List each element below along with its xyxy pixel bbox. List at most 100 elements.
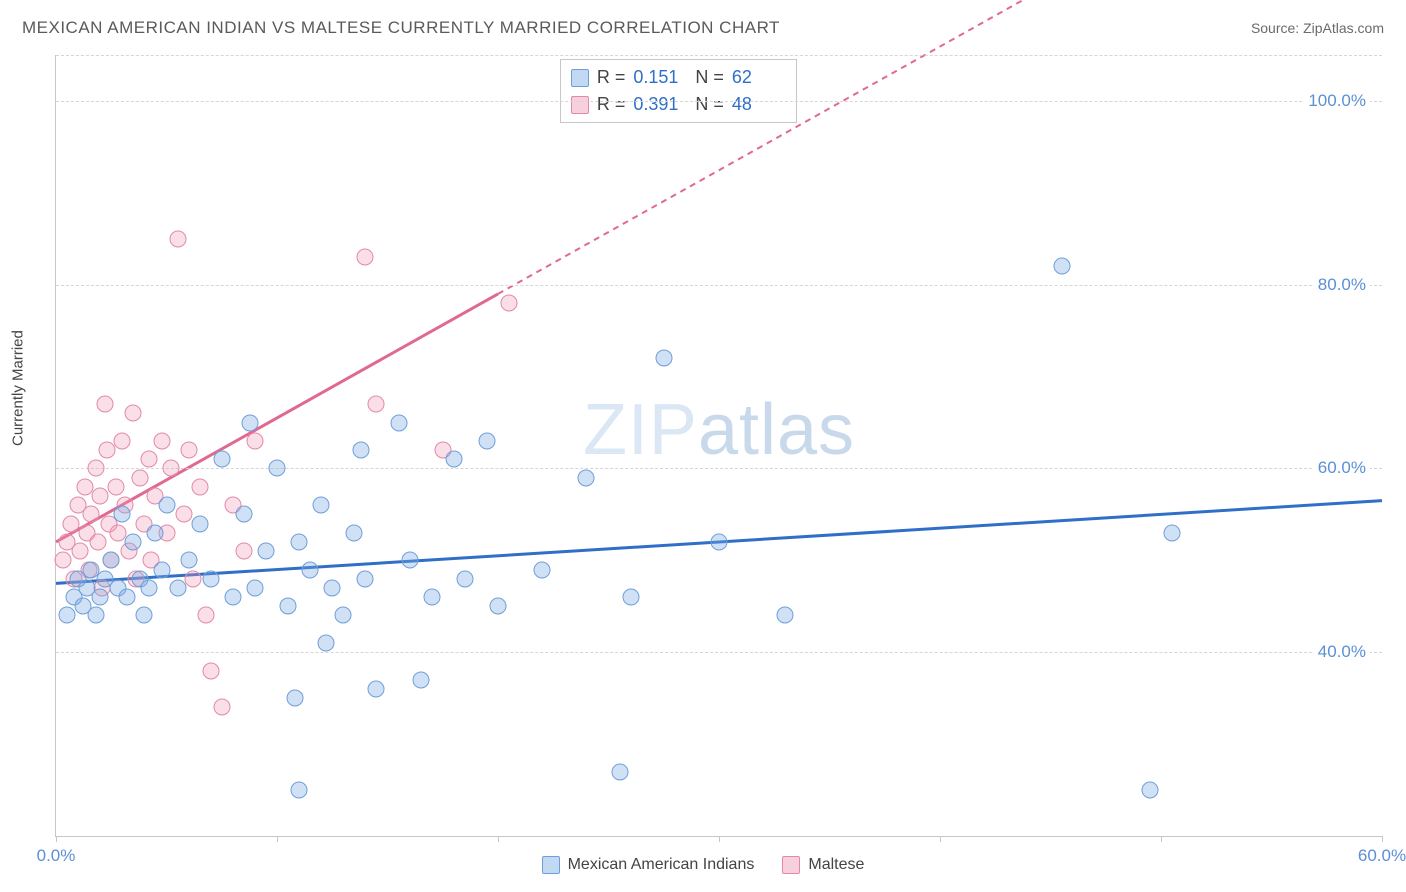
y-tick-label: 60.0% [1314,458,1370,478]
y-axis-title: Currently Married [10,330,27,446]
data-point-a [158,497,175,514]
data-point-a [302,561,319,578]
data-point-a [1053,258,1070,275]
data-point-b [235,543,252,560]
x-tick [940,836,941,842]
stat-n-label: N = [695,91,724,118]
data-point-a [412,671,429,688]
data-point-b [169,230,186,247]
stat-r-label: R = [597,91,626,118]
data-point-b [54,552,71,569]
data-point-a [622,589,639,606]
data-point-a [235,506,252,523]
data-point-b [63,515,80,532]
data-point-a [280,598,297,615]
legend-item-a: Mexican American Indians [542,856,755,874]
swatch-b-icon [571,96,589,114]
data-point-a [291,533,308,550]
legend-item-b: Maltese [782,856,864,874]
plot-area: Currently Married ZIPatlas R = 0.151 N =… [55,55,1382,837]
data-point-a [313,497,330,514]
data-point-b [202,662,219,679]
data-point-a [114,506,131,523]
data-point-a [423,589,440,606]
data-point-b [501,295,518,312]
gridline [56,285,1382,286]
x-tick [1161,836,1162,842]
data-point-a [191,515,208,532]
data-point-b [125,405,142,422]
x-tick [498,836,499,842]
data-point-a [445,451,462,468]
swatch-a-icon [542,856,560,874]
bottom-legend: Mexican American Indians Maltese [0,856,1406,874]
data-point-b [368,396,385,413]
data-point-b [92,488,109,505]
data-point-a [269,460,286,477]
data-point-b [96,396,113,413]
data-point-a [147,524,164,541]
data-point-b [114,432,131,449]
data-point-a [490,598,507,615]
data-point-a [346,524,363,541]
x-tick [277,836,278,842]
gridline [56,652,1382,653]
data-point-a [202,570,219,587]
data-point-b [87,460,104,477]
data-point-b [98,442,115,459]
data-point-a [478,432,495,449]
data-point-a [578,469,595,486]
data-point-a [324,579,341,596]
data-point-b [185,570,202,587]
x-tick [1382,836,1383,842]
gridline [56,55,1382,56]
data-point-a [357,570,374,587]
stat-n-a: 62 [732,64,786,91]
stat-n-label: N = [695,64,724,91]
stat-r-b: 0.391 [633,91,687,118]
data-point-a [59,607,76,624]
data-point-a [246,579,263,596]
data-point-a [401,552,418,569]
data-point-a [368,680,385,697]
y-tick-label: 100.0% [1304,91,1370,111]
data-point-a [1164,524,1181,541]
data-point-b [76,478,93,495]
data-point-b [107,478,124,495]
data-point-a [92,589,109,606]
legend-stats-box: R = 0.151 N = 62 R = 0.391 N = 48 [560,59,797,123]
data-point-b [89,533,106,550]
swatch-a-icon [571,69,589,87]
data-point-a [213,451,230,468]
y-tick-label: 40.0% [1314,642,1370,662]
data-point-a [1141,782,1158,799]
data-point-b [246,432,263,449]
data-point-a [136,607,153,624]
gridline [56,468,1382,469]
data-point-a [352,442,369,459]
data-point-b [357,249,374,266]
data-point-a [711,533,728,550]
data-point-a [118,589,135,606]
data-point-a [390,414,407,431]
chart-title: MEXICAN AMERICAN INDIAN VS MALTESE CURRE… [22,18,780,38]
data-point-b [131,469,148,486]
legend-stats-row-b: R = 0.391 N = 48 [571,91,786,118]
gridline [56,101,1382,102]
data-point-b [154,432,171,449]
data-point-a [335,607,352,624]
data-point-b [109,524,126,541]
data-point-b [180,442,197,459]
data-point-a [777,607,794,624]
x-tick [56,836,57,842]
legend-label-b: Maltese [808,856,864,874]
watermark-light: atlas [698,390,855,470]
source-label: Source: ZipAtlas.com [1251,20,1384,36]
data-point-a [286,690,303,707]
data-point-a [257,543,274,560]
data-point-b [176,506,193,523]
stat-r-a: 0.151 [633,64,687,91]
stat-r-label: R = [597,64,626,91]
data-point-a [655,350,672,367]
data-point-b [191,478,208,495]
